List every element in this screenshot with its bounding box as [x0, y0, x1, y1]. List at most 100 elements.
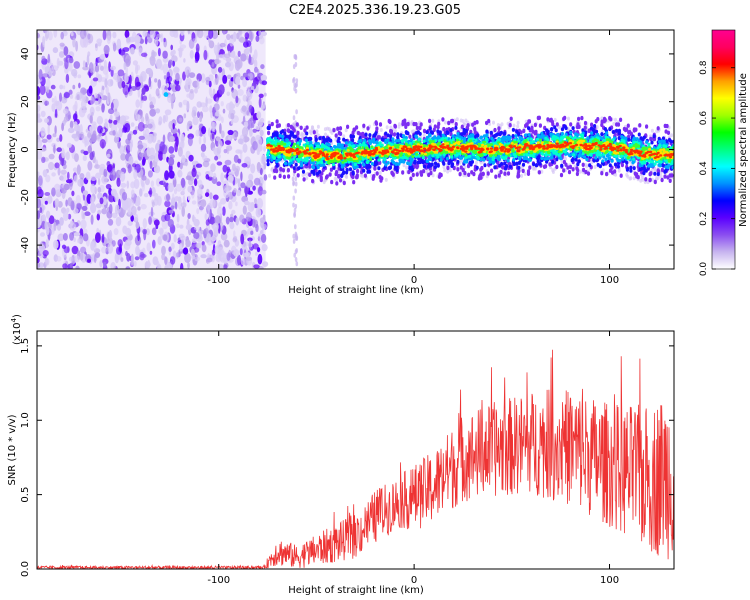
signal-halo [446, 169, 450, 174]
signal-band [296, 130, 300, 136]
noise-speckle [37, 86, 41, 96]
noise-speckle [71, 68, 78, 77]
noise-speckle [226, 33, 231, 41]
noise-speckle [50, 84, 56, 90]
noise-speckle [197, 187, 203, 197]
signal-band [563, 115, 567, 121]
noise-speckle [178, 81, 182, 87]
noise-speckle [146, 242, 151, 252]
noise-speckle [217, 206, 223, 217]
noise-speckle [134, 35, 141, 44]
signal-band [419, 172, 424, 177]
noise-speckle [230, 119, 234, 125]
noise-speckle [209, 216, 216, 225]
signal-band [387, 166, 392, 171]
signal-band [616, 158, 620, 163]
noise-speckle [186, 93, 191, 98]
noise-speckle [252, 141, 258, 151]
signal-band [648, 172, 652, 177]
noise-speckle [129, 88, 133, 96]
noise-speckle [180, 133, 185, 143]
noise-speckle [250, 230, 254, 235]
noise-speckle [56, 147, 62, 153]
noise-speckle [252, 54, 255, 65]
noise-speckle [124, 58, 131, 67]
noise-speckle [222, 108, 226, 114]
signal-band [401, 170, 405, 175]
noise-speckle [193, 218, 200, 227]
noise-speckle [222, 164, 228, 173]
signal-band [551, 122, 555, 127]
signal-halo [670, 133, 673, 138]
noise-speckle [255, 35, 260, 42]
signal-band [372, 137, 376, 142]
noise-speckle [174, 201, 178, 210]
signal-band [351, 174, 355, 180]
signal-band [379, 178, 383, 183]
noise-speckle [111, 240, 116, 247]
signal-band [292, 166, 296, 171]
noise-speckle [102, 196, 107, 206]
signal-halo [329, 129, 333, 134]
noise-speckle [77, 74, 82, 79]
noise-speckle [232, 31, 237, 42]
noise-speckle [67, 197, 73, 207]
noise-speckle [179, 140, 185, 148]
signal-band [415, 172, 419, 177]
signal-band [426, 164, 430, 169]
noise-speckle [201, 126, 207, 135]
noise-speckle [196, 101, 202, 108]
noise-speckle [170, 205, 175, 210]
noise-speckle [228, 171, 234, 177]
noise-speckle [250, 163, 256, 174]
signal-band [418, 125, 422, 131]
noise-speckle [88, 62, 94, 74]
signal-halo [323, 127, 327, 132]
noise-speckle [125, 266, 131, 269]
signal-band [540, 131, 544, 136]
noise-speckle [258, 93, 264, 99]
signal-band [511, 127, 515, 132]
noise-speckle [219, 42, 226, 48]
noise-speckle [214, 74, 219, 85]
noise-speckle [37, 186, 42, 195]
signal-band [332, 128, 336, 133]
noise-speckle [164, 213, 171, 222]
signal-halo [516, 124, 520, 129]
signal-halo [402, 163, 406, 168]
noise-speckle [202, 155, 208, 161]
noise-speckle [250, 201, 255, 211]
signal-band [537, 170, 542, 175]
noise-speckle [116, 177, 121, 187]
signal-halo [516, 120, 520, 125]
signal-band [479, 135, 484, 140]
noise-speckle [185, 239, 191, 248]
noise-speckle [75, 265, 80, 269]
noise-speckle [52, 47, 59, 54]
noise-speckle [243, 121, 249, 128]
noise-speckle [42, 132, 46, 137]
noise-speckle [79, 30, 87, 40]
noise-speckle [178, 101, 183, 108]
noise-speckle [141, 180, 146, 192]
noise-speckle [199, 115, 203, 123]
signal-band [436, 124, 440, 130]
signal-band [393, 123, 397, 129]
noise-speckle [229, 221, 235, 230]
noise-speckle [111, 212, 118, 219]
signal-band [517, 165, 521, 170]
noise-speckle [235, 217, 239, 226]
spike-speckle [295, 248, 299, 253]
noise-speckle [138, 73, 145, 83]
noise-speckle [66, 142, 72, 148]
noise-speckle [259, 36, 265, 45]
noise-speckle [212, 194, 219, 201]
noise-speckle [140, 81, 144, 89]
noise-speckle [136, 64, 141, 71]
signal-band [445, 156, 450, 161]
noise-speckle [142, 30, 148, 38]
signal-band [432, 127, 436, 133]
signal-band [658, 163, 662, 168]
noise-speckle [90, 203, 97, 214]
signal-band [580, 115, 584, 121]
